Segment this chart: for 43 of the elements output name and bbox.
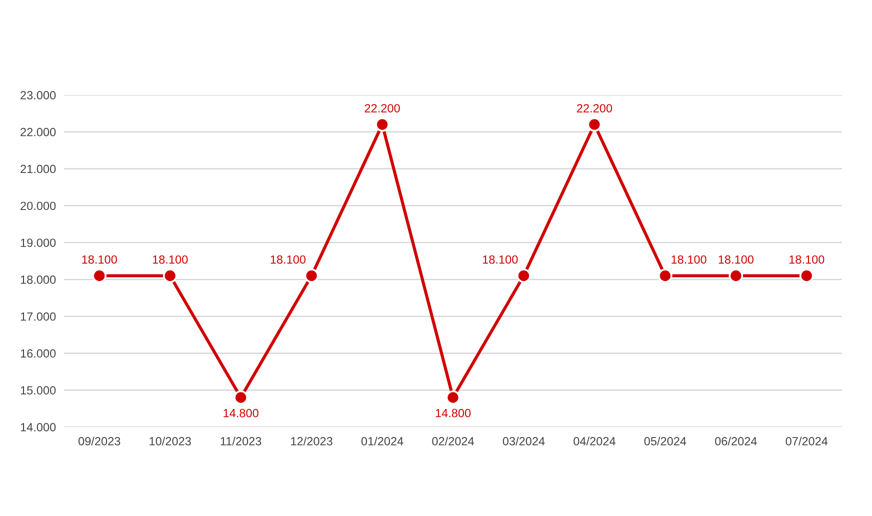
x-tick-label: 07/2024: [786, 436, 828, 446]
point: [728, 268, 744, 283]
data-label: 18.100: [270, 255, 306, 264]
point: [587, 117, 602, 132]
point: [375, 117, 390, 132]
point: [234, 390, 248, 405]
data-label: 18.100: [482, 255, 518, 264]
data-label: 14.800: [224, 408, 258, 418]
data-label: 14.800: [436, 408, 471, 418]
point: [304, 268, 319, 283]
x-tick-label: 10/2023: [150, 436, 191, 446]
y-tick-label: 23.000: [20, 91, 56, 100]
point: [799, 268, 814, 283]
point: [516, 268, 531, 283]
point: [446, 390, 460, 405]
y-tick-label: 16.000: [20, 349, 56, 358]
y-tick-label: 14.000: [20, 423, 56, 432]
data-label: 18.100: [152, 255, 188, 264]
x-tick-label: 02/2024: [432, 436, 474, 446]
x-tick-label: 09/2023: [78, 436, 120, 446]
y-tick-label: 22.000: [20, 128, 56, 136]
x-tick-label: 03/2024: [502, 436, 545, 446]
x-tick-label: 01/2024: [361, 436, 404, 446]
point: [658, 268, 672, 283]
x-tick-label: 05/2024: [644, 436, 686, 446]
point: [162, 268, 178, 283]
x-tick-label: 11/2023: [220, 436, 262, 446]
data-label: 18.100: [672, 255, 706, 264]
data-label: 22.200: [576, 104, 612, 112]
data-label: 18.100: [789, 255, 824, 264]
data-label: 22.200: [364, 104, 400, 112]
data-label: 18.100: [82, 255, 117, 264]
y-tick-label: 20.000: [20, 202, 56, 210]
x-tick-label: 04/2024: [574, 436, 616, 446]
point: [92, 268, 107, 283]
y-tick-label: 18.000: [20, 275, 56, 284]
x-tick-label: 06/2024: [715, 436, 757, 446]
x-tick-label: 12/2023: [291, 436, 332, 446]
y-tick-label: 21.000: [20, 164, 56, 174]
y-tick-label: 17.000: [20, 312, 56, 321]
y-tick-label: 19.000: [20, 238, 56, 247]
data-label: 18.100: [718, 255, 754, 264]
y-tick-label: 15.000: [20, 386, 56, 395]
